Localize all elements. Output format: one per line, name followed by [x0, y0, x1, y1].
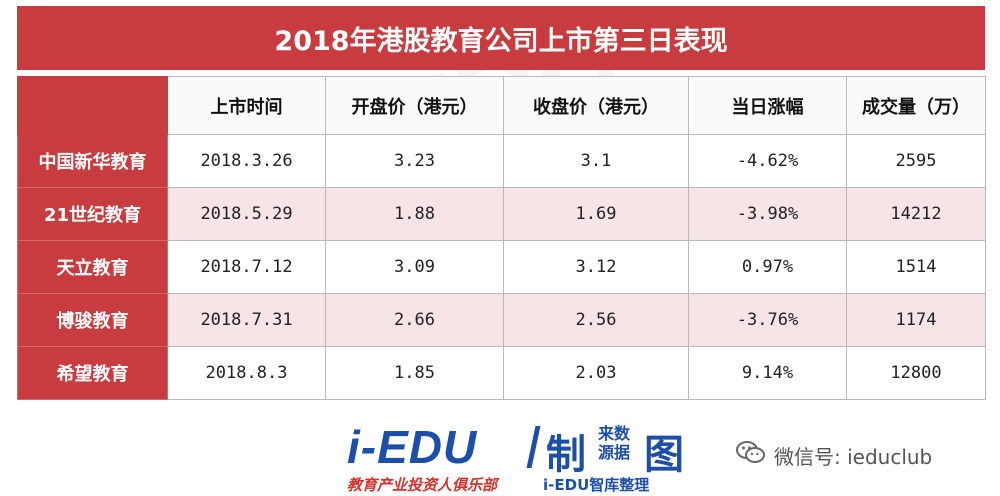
open-price-cell: 1.85: [325, 346, 504, 400]
open-price-cell: 3.09: [325, 240, 504, 294]
column-header: 收盘价（港元）: [503, 76, 689, 135]
page-title: 2018年港股教育公司上市第三日表现: [17, 6, 985, 70]
listing-date-cell: 2018.7.31: [167, 293, 326, 347]
change-cell: -3.98%: [688, 187, 847, 241]
brand-subtitle-left: 教育产业投资人俱乐部: [347, 476, 498, 494]
table-row: 希望教育 2018.8.3 1.85 2.03 9.14% 12800: [17, 346, 986, 400]
column-header: 成交量（万）: [846, 76, 986, 135]
volume-cell: 1174: [846, 293, 986, 347]
brand-source-bottom: 源据: [598, 443, 631, 462]
table-row: 天立教育 2018.7.12 3.09 3.12 0.97% 1514: [17, 240, 986, 294]
brand-source-label: 来数 源据: [598, 424, 630, 462]
column-header: 开盘价（港元）: [325, 76, 504, 135]
close-price-cell: 1.69: [503, 187, 689, 241]
close-price-cell: 2.56: [503, 293, 689, 347]
footer-brand: i-EDU 制 来数 源据 图 教育产业投资人俱乐部 i-EDU智库整理 微信号…: [0, 412, 1000, 496]
volume-cell: 1514: [846, 240, 986, 294]
wechat-icon: [736, 440, 766, 471]
header-corner: [17, 76, 168, 135]
brand-source-top: 来数: [598, 424, 631, 443]
change-cell: 0.97%: [688, 240, 847, 294]
row-header: 中国新华教育: [17, 134, 168, 188]
row-header: 天立教育: [17, 240, 168, 294]
volume-cell: 12800: [846, 346, 986, 400]
open-price-cell: 3.23: [325, 134, 504, 188]
brand-tu: 图: [644, 432, 684, 478]
listing-date-cell: 2018.3.26: [167, 134, 326, 188]
table-row: 21世纪教育 2018.5.29 1.88 1.69 -3.98% 14212: [17, 187, 986, 241]
brand-divider: [526, 426, 541, 468]
brand-zhi: 制: [546, 432, 586, 478]
row-header: 21世纪教育: [17, 187, 168, 241]
listing-date-cell: 2018.7.12: [167, 240, 326, 294]
volume-cell: 14212: [846, 187, 986, 241]
open-price-cell: 1.88: [325, 187, 504, 241]
column-header: 上市时间: [167, 76, 326, 135]
close-price-cell: 3.12: [503, 240, 689, 294]
column-header: 当日涨幅: [688, 76, 847, 135]
volume-cell: 2595: [846, 134, 986, 188]
listing-date-cell: 2018.8.3: [167, 346, 326, 400]
change-cell: 9.14%: [688, 346, 847, 400]
change-cell: -4.62%: [688, 134, 847, 188]
open-price-cell: 2.66: [325, 293, 504, 347]
brand-logo: i-EDU: [347, 421, 478, 473]
row-header: 博骏教育: [17, 293, 168, 347]
table-row: 博骏教育 2018.7.31 2.66 2.56 -3.76% 1174: [17, 293, 986, 347]
brand-subtitle-right: i-EDU智库整理: [543, 476, 650, 494]
table-header-row: 上市时间 开盘价（港元） 收盘价（港元） 当日涨幅 成交量（万）: [17, 76, 986, 135]
close-price-cell: 2.03: [503, 346, 689, 400]
close-price-cell: 3.1: [503, 134, 689, 188]
wechat-id: 微信号: ieduclub: [774, 445, 933, 469]
listing-date-cell: 2018.5.29: [167, 187, 326, 241]
performance-table: 上市时间 开盘价（港元） 收盘价（港元） 当日涨幅 成交量（万） 中国新华教育 …: [17, 76, 986, 400]
row-header: 希望教育: [17, 346, 168, 400]
change-cell: -3.76%: [688, 293, 847, 347]
wechat-account: 微信号: ieduclub: [736, 440, 932, 471]
table-row: 中国新华教育 2018.3.26 3.23 3.1 -4.62% 2595: [17, 134, 986, 188]
